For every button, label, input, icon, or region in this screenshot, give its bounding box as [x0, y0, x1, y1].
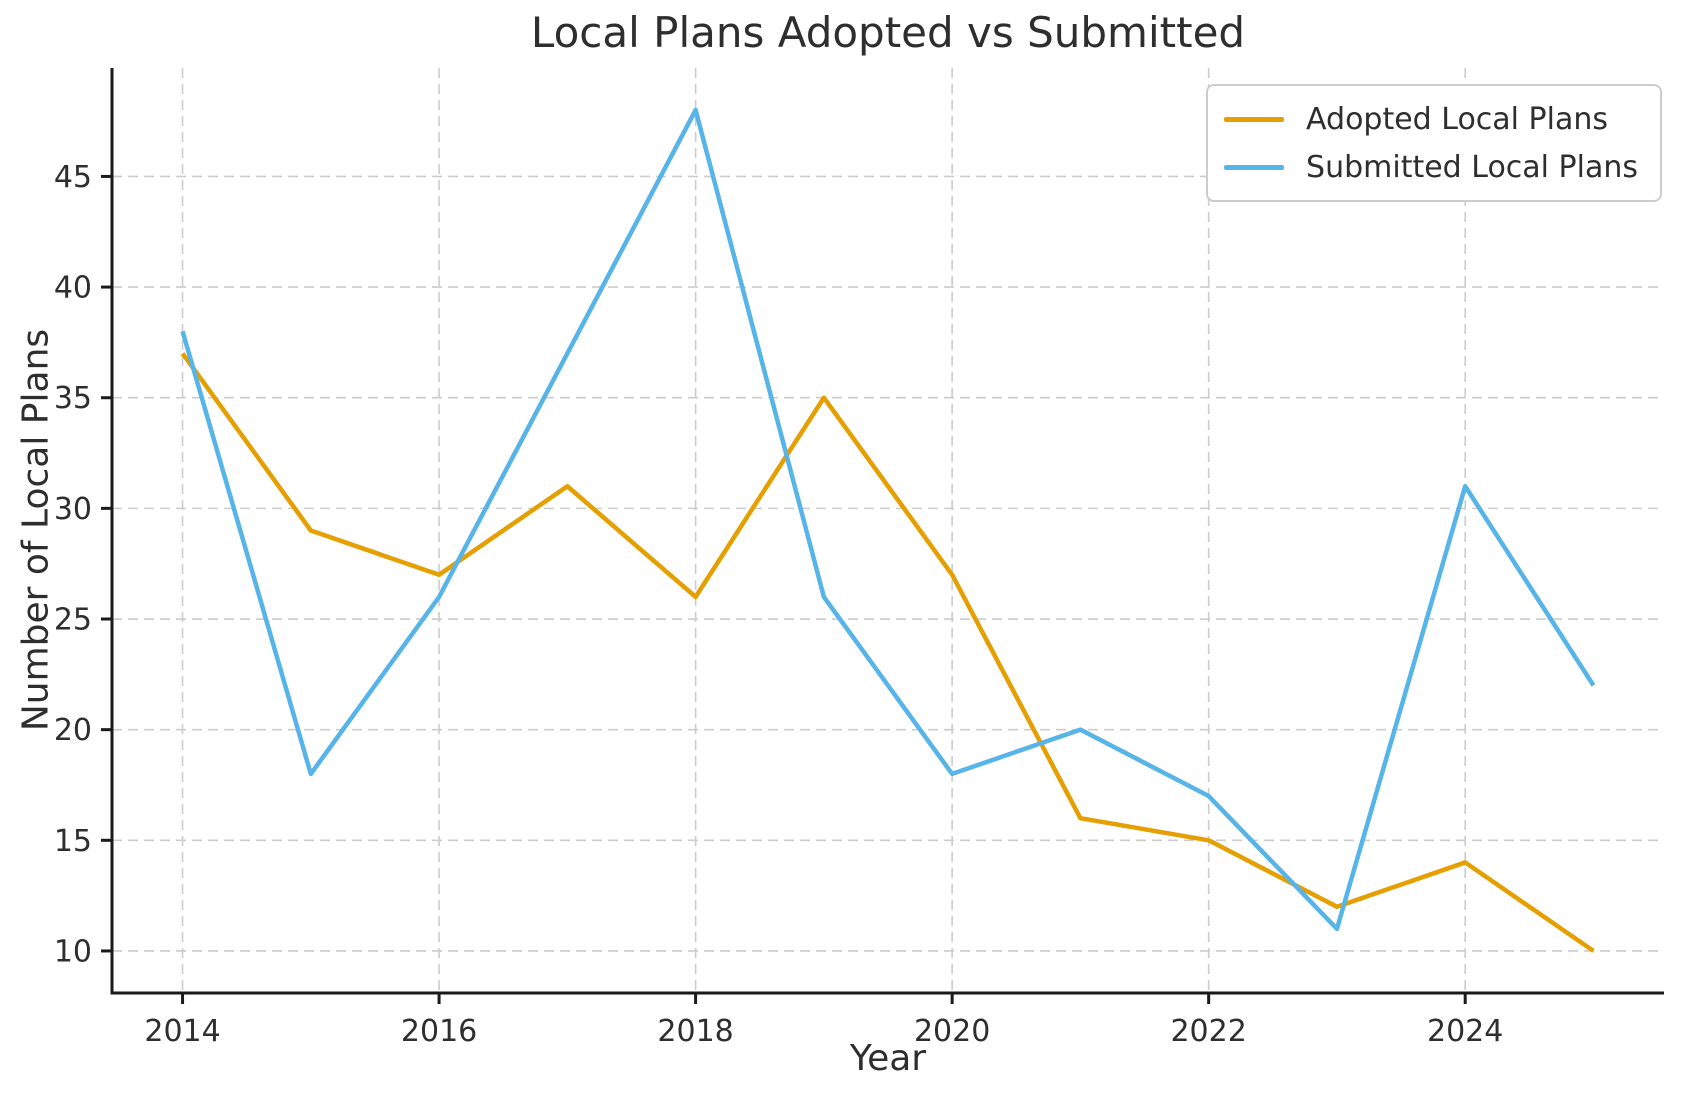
y-tick-labels: 10 15 20 25 30 35 40 45 [54, 160, 92, 970]
y-tick-label: 10 [54, 934, 92, 969]
tick-marks [101, 174, 1467, 1004]
series-line-adopted [180, 352, 1595, 953]
legend-line-swatch-submitted [1224, 164, 1285, 170]
axes-spines [110, 68, 1664, 995]
x-tick-label: 2020 [914, 1014, 990, 1049]
y-tick-label: 20 [54, 713, 92, 748]
x-tick-label: 2016 [401, 1014, 477, 1049]
legend: Adopted Local Plans Submitted Local Plan… [1206, 84, 1662, 202]
series-line-submitted [180, 107, 1596, 932]
y-tick-label: 30 [54, 492, 92, 527]
y-tick-label: 15 [54, 824, 92, 859]
legend-line-swatch-adopted [1224, 116, 1285, 122]
legend-item-adopted: Adopted Local Plans [1224, 100, 1638, 138]
x-tick-label: 2024 [1427, 1014, 1503, 1049]
y-tick-label: 45 [54, 160, 92, 195]
x-tick-labels: 2014 2016 2018 2020 2022 2024 [144, 1014, 1503, 1049]
legend-item-submitted: Submitted Local Plans [1224, 148, 1638, 186]
legend-label-adopted: Adopted Local Plans [1306, 101, 1609, 137]
y-tick-label: 35 [54, 381, 92, 416]
y-axis-label-text: Number of Local Plans [15, 328, 57, 732]
series-lines [180, 107, 1596, 953]
legend-label-submitted: Submitted Local Plans [1306, 149, 1638, 185]
x-tick-label: 2018 [657, 1014, 733, 1049]
x-axis-label: Year [849, 1038, 927, 1079]
x-tick-label: 2014 [144, 1014, 220, 1049]
y-tick-label: 40 [54, 271, 92, 306]
chart-title: Local Plans Adopted vs Submitted [530, 8, 1246, 57]
y-tick-label: 25 [54, 603, 92, 638]
gridlines [112, 68, 1664, 993]
x-tick-label: 2022 [1170, 1014, 1246, 1049]
